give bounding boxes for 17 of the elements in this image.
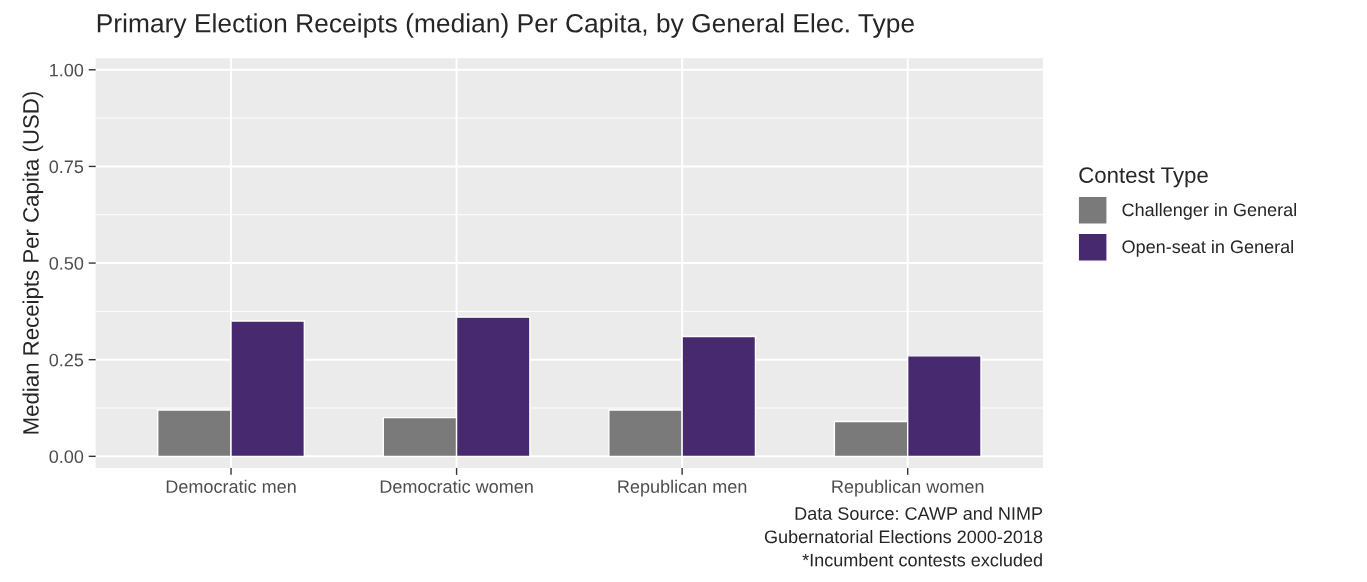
x-tick-label: Republican men xyxy=(618,479,747,497)
source-note: Data Source: CAWP and NIMP xyxy=(795,506,1043,520)
y-tick-label: 0.50 xyxy=(49,257,84,270)
text: *Incumbent contests excluded xyxy=(802,553,1042,567)
x-tick-label: Republican women xyxy=(832,479,984,497)
y-axis-title: Median Receipts Per Capita (USD) xyxy=(22,92,44,434)
x-tick-label: Democratic men xyxy=(166,479,296,493)
legend-title: Contest Type xyxy=(1079,167,1208,188)
y-tick-label: 1.00 xyxy=(50,63,84,77)
text: Gubernatorial Elections 2000-2018 xyxy=(764,529,1043,544)
x-tick-label: Democratic women xyxy=(380,479,533,493)
y-tick-label: 0.00 xyxy=(49,450,84,464)
y-tick-label: 0.75 xyxy=(49,160,84,174)
legend-label: Open-seat in General xyxy=(1122,239,1293,257)
y-tick-label: 0.25 xyxy=(49,353,84,367)
legend-label: Challenger in General xyxy=(1122,202,1296,220)
chart-title: Primary Election Receipts (median) Per Capita, by General Elec. Type xyxy=(97,13,914,38)
